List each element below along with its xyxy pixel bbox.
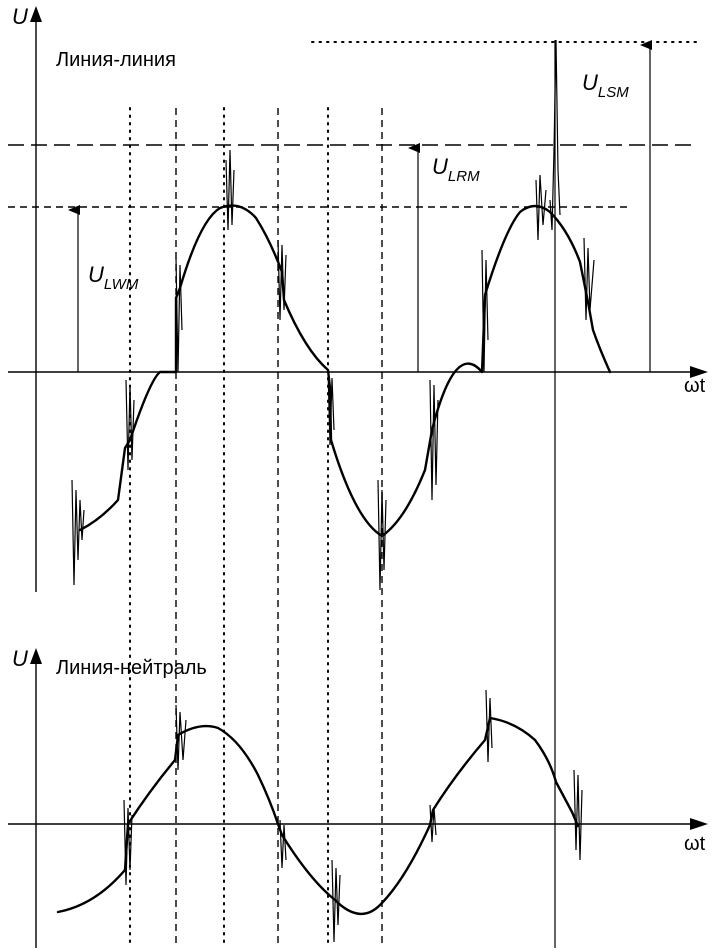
transient-burst [573,769,583,861]
transient-burst [123,799,133,886]
top-panel-title: Линия-линия [56,49,176,71]
top-y-axis-label: U [12,4,28,29]
transient-burst [481,249,489,373]
bottom-panel-title: Линия-нейтраль [56,657,207,679]
bottom-x-axis-label: ωt [684,833,706,855]
ulsm-label: ULSM [582,70,629,101]
top-x-axis-label: ωt [684,375,706,397]
transient-burst [429,379,439,501]
ulrm-label: ULRM [432,154,480,185]
transient-burst [377,479,387,591]
transient-burst [485,689,493,763]
line-to-neutral-waveform [56,716,580,915]
arrow-right-icon [690,818,708,830]
transient-burst [225,149,235,231]
top-panel: U ωt Линия-линия ULWM ULRM ULSM [8,4,708,592]
line-to-line-waveform [78,204,612,538]
transient-burst [583,237,595,321]
transient-burst [71,479,85,586]
bottom-y-axis-label: U [12,646,28,671]
transient-burst [535,174,547,241]
transient-burst [429,804,437,843]
transient-burst [279,819,287,869]
transient-burst [175,257,183,373]
transient-burst [331,859,341,943]
bottom-panel: U ωt Линия-нейтраль [8,646,708,948]
transient-burst [175,704,187,771]
ulwm-label: ULWM [88,262,139,293]
timing-lines [129,40,556,949]
arrow-up-icon [30,648,42,664]
transient-burst [327,369,335,446]
arrow-right-icon [690,366,708,378]
arrow-up-icon [30,6,42,22]
transient-burst [277,239,287,321]
